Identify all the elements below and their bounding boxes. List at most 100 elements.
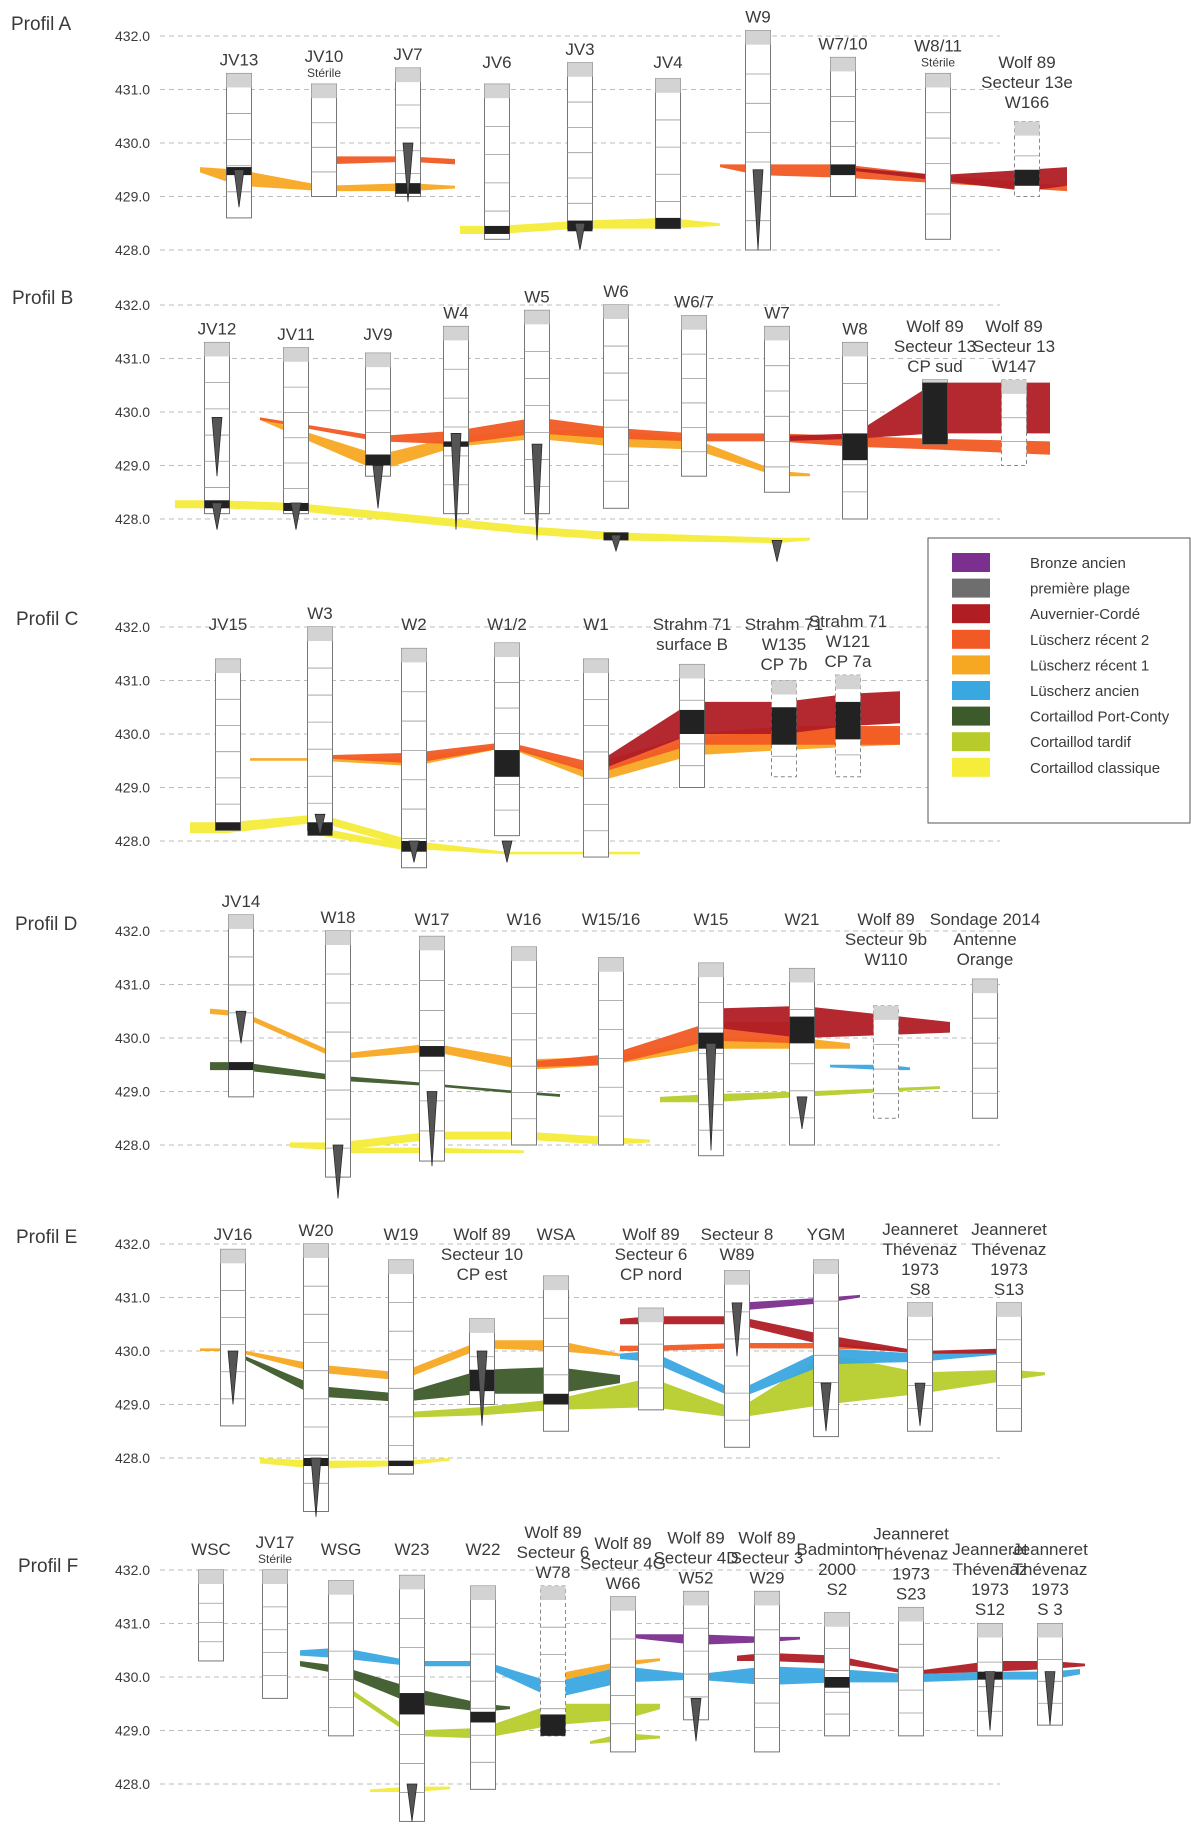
occupation-layer [835, 701, 861, 740]
elevation-tick-label: 432.0 [115, 28, 150, 44]
elevation-tick-label: 430.0 [115, 404, 150, 420]
elevation-tick-label: 429.0 [115, 189, 150, 205]
core-body [215, 658, 241, 831]
core-body [1001, 379, 1027, 466]
core-label: JV14 [222, 892, 261, 911]
core-cap [524, 310, 550, 325]
core-label: Badminton [796, 1540, 877, 1559]
core-label: W6 [603, 282, 629, 301]
core-cap [683, 1591, 709, 1606]
pile-marker [984, 1671, 996, 1731]
legend: Bronze ancien première plage Auvernier-Cor… [927, 537, 1191, 824]
legend-label: première plage [1030, 581, 1130, 598]
pile-marker [796, 1096, 808, 1130]
core-cap [835, 675, 861, 690]
elevation-tick-label: 428.0 [115, 242, 150, 258]
profile-panel: Profil A 432.0 431.0 430.0 429.0 428.0 [11, 14, 1000, 258]
elevation-tick-label: 429.0 [115, 1084, 150, 1100]
core-cap [484, 84, 510, 99]
core-column: W19 [384, 1225, 418, 1475]
occupation-layer [1014, 169, 1040, 186]
core-cap [583, 659, 609, 674]
core-column: W8 [842, 319, 868, 520]
pile-marker [426, 1091, 438, 1167]
core-label: W17 [415, 910, 450, 929]
core-label: Secteur 10 [441, 1245, 523, 1264]
correlation-band-cord [596, 691, 900, 772]
core-label: Strahm 71 [745, 615, 823, 634]
legend-label: Lüscherz récent 2 [1030, 632, 1149, 649]
core-label: Secteur 4D [653, 1548, 738, 1567]
core-label: W66 [606, 1574, 641, 1593]
core-column: JV3 [565, 40, 595, 230]
core-cap [813, 1260, 839, 1275]
core-cap [764, 326, 790, 341]
legend-label: Lüscherz récent 1 [1030, 657, 1149, 674]
occupation-layer [365, 454, 391, 466]
core-label: W3 [307, 604, 333, 623]
core-label: JV11 [277, 325, 315, 344]
core-column: W16 [507, 910, 541, 1146]
core-body [511, 946, 537, 1146]
core-cap [388, 1260, 414, 1275]
elevation-tick-label: 428.0 [115, 1137, 150, 1153]
core-cap [1037, 1623, 1063, 1638]
core-label: W22 [466, 1540, 501, 1559]
core-label: Jeanneret [873, 1524, 949, 1543]
core-cap [898, 1607, 924, 1622]
core-cap [228, 914, 254, 929]
core-label: Jeanneret [952, 1540, 1028, 1559]
core-label: W89 [720, 1245, 755, 1264]
core-label: W78 [536, 1563, 571, 1582]
occupation-layer [215, 822, 241, 831]
core-label: Secteur 9b [845, 930, 927, 949]
core-body [873, 1005, 899, 1119]
elevation-tick-label: 430.0 [115, 726, 150, 742]
occupation-layer [484, 225, 510, 234]
legend-label: Cortaillod classique [1030, 760, 1160, 777]
core-label: WSG [321, 1540, 362, 1559]
pile-marker [820, 1382, 832, 1432]
core-label: Secteur 3 [731, 1548, 804, 1567]
core-cap [925, 73, 951, 88]
pile-marker [406, 1783, 418, 1822]
core-label: JV4 [653, 53, 682, 72]
occupation-layer [789, 1016, 815, 1044]
occupation-layer [399, 1693, 425, 1715]
core-label: Orange [957, 950, 1014, 969]
elevation-tick-label: 432.0 [115, 619, 150, 635]
core-column: JV13 [220, 50, 258, 219]
core-label: 1973 [892, 1564, 930, 1583]
pile-marker [402, 142, 414, 202]
core-label: W15 [694, 910, 729, 929]
legend-label: Auvernier-Cordé [1030, 606, 1140, 623]
occupation-layer [655, 217, 681, 229]
pile-marker [914, 1382, 926, 1426]
core-label: Strahm 71 [653, 615, 731, 634]
elevation-tick-label: 431.0 [115, 977, 150, 993]
occupation-layer [388, 1460, 414, 1467]
core-cap [328, 1580, 354, 1595]
pile-marker [752, 169, 764, 251]
core-column: W3 [307, 604, 333, 831]
legend-label: Cortaillod tardif [1030, 734, 1132, 751]
core-cap [395, 68, 421, 83]
core-cap [419, 936, 445, 951]
profile-title: Profil E [16, 1227, 77, 1248]
core-body [925, 72, 951, 240]
core-column: W6 [603, 282, 629, 509]
correlation-band-lr2 [324, 156, 455, 165]
pile-marker [211, 417, 223, 477]
core-label: W52 [679, 1568, 714, 1587]
occupation-layer [419, 1046, 445, 1057]
pile-marker [372, 465, 384, 509]
core-column: WSA [537, 1225, 576, 1432]
core-column: W1/2 [487, 615, 527, 837]
correlation-band-cpc [210, 1062, 560, 1097]
elevation-tick-label: 429.0 [115, 780, 150, 796]
core-cap [401, 648, 427, 663]
core-cap [610, 1596, 636, 1611]
